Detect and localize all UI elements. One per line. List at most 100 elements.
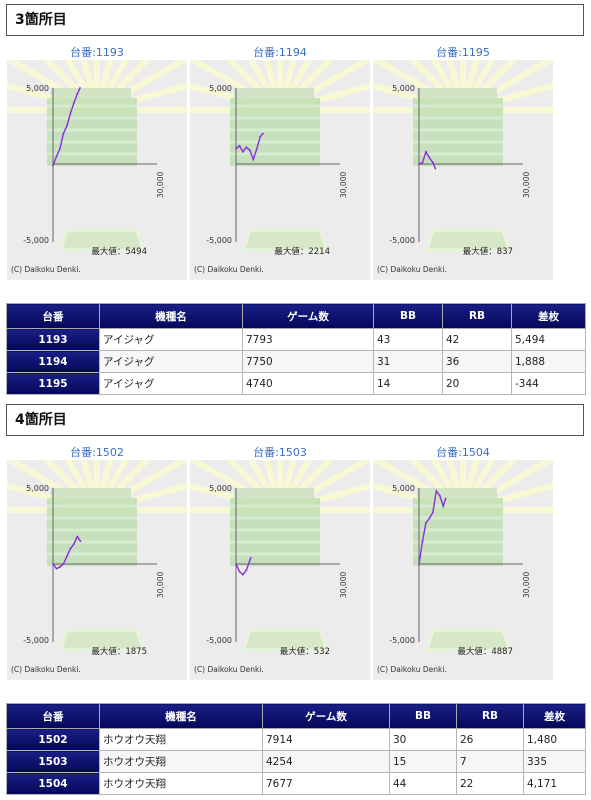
data-point (438, 494, 441, 497)
data-point (72, 543, 75, 546)
col-header-rb: RB (456, 703, 524, 729)
rb-count: 7 (456, 750, 524, 773)
machine-number[interactable]: 1503 (6, 750, 100, 773)
bb-count: 43 (373, 328, 443, 351)
machine-number[interactable]: 1193 (6, 328, 100, 351)
chart-1195: 5,000 -5,000 30,000 最大値：837 (C) Daikoku Denk… (373, 60, 553, 280)
chart-1503: 5,000 -5,000 30,000 最大値：532 (C) Daikoku Denk… (190, 460, 370, 680)
y-tick-label: -5,000 (206, 636, 232, 645)
chart-panel-1194: 台番:1194 5,000 -5,000 30,000 最大値：2214 (C) Dai… (190, 46, 370, 280)
y-tick-label: 5,000 (209, 484, 232, 493)
y-tick-label: 5,000 (26, 484, 49, 493)
y-tick-label: 5,000 (26, 84, 49, 93)
data-point (425, 522, 427, 524)
building-body (413, 498, 503, 566)
game-count: 7793 (242, 328, 374, 351)
building-roof (417, 488, 497, 498)
copyright-text: (C) Daikoku Denki. (377, 265, 447, 274)
data-point (421, 161, 424, 164)
y-tick-label: 5,000 (392, 84, 415, 93)
y-tick-label: -5,000 (389, 636, 415, 645)
col-header-bb: BB (373, 303, 443, 329)
y-tick-label: -5,000 (206, 236, 232, 245)
table-header-row: 台番 機種名 ゲーム数 BB RB 差枚 (6, 703, 586, 729)
ground-base (424, 228, 512, 252)
table-row: 1503 ホウオウ天翔 4254 15 7 335 (6, 750, 586, 773)
data-point (245, 146, 248, 149)
data-point (65, 555, 68, 558)
data-table-section-4: 台番 機種名 ゲーム数 BB RB 差枚 1502 ホウオウ天翔 7914 30… (6, 703, 586, 795)
data-point (418, 563, 420, 565)
copyright-text: (C) Daikoku Denki. (377, 665, 447, 674)
max-value-label: 最大値：532 (280, 646, 330, 657)
model-name: ホウオウ天翔 (99, 772, 263, 795)
col-header-model: 機種名 (99, 303, 243, 329)
data-point (431, 161, 434, 164)
x-tick-label: 30,000 (339, 572, 348, 598)
machine-number[interactable]: 1194 (6, 350, 100, 373)
data-point (428, 157, 431, 159)
building-body (230, 498, 320, 566)
bb-count: 30 (389, 728, 457, 751)
chart-title[interactable]: 台番:1504 (436, 446, 490, 459)
data-point (242, 150, 244, 153)
data-point (259, 135, 262, 138)
y-tick-label: 5,000 (392, 484, 415, 493)
data-point (252, 158, 255, 161)
max-value-label: 最大値：5494 (91, 246, 147, 257)
game-count: 7750 (242, 350, 374, 373)
data-point (72, 102, 75, 105)
chart-title[interactable]: 台番:1193 (70, 46, 124, 59)
section-title: 4箇所目 (6, 404, 584, 436)
table-row: 1193 アイジャグ 7793 43 42 5,494 (6, 328, 586, 351)
model-name: アイジャグ (99, 372, 243, 395)
data-point (249, 557, 252, 559)
ground-base (58, 628, 146, 652)
building-roof (417, 88, 497, 98)
chart-title[interactable]: 台番:1195 (436, 46, 490, 59)
data-point (62, 563, 65, 565)
data-point (255, 147, 258, 150)
y-tick-label: -5,000 (389, 236, 415, 245)
model-name: ホウオウ天翔 (99, 728, 263, 751)
x-tick-label: 30,000 (156, 572, 165, 598)
x-tick-label: 30,000 (156, 172, 165, 198)
machine-number[interactable]: 1502 (6, 728, 100, 751)
model-name: ホウオウ天翔 (99, 750, 263, 773)
chart-panel-1504: 台番:1504 5,000 -5,000 30,000 最大値：4887 (C) Dai… (373, 446, 553, 680)
data-point (238, 144, 241, 147)
col-header-diff: 差枚 (511, 303, 586, 329)
rb-count: 26 (456, 728, 524, 751)
building-body (413, 98, 503, 166)
building-roof (234, 488, 314, 498)
y-tick-label: -5,000 (23, 236, 49, 245)
data-point (261, 132, 264, 135)
chart-panel-1503: 台番:1503 5,000 -5,000 30,000 最大値：532 (C) Daik… (190, 446, 370, 680)
rb-count: 20 (442, 372, 512, 395)
bb-count: 31 (373, 350, 443, 373)
table-row: 1195 アイジャグ 4740 14 20 -344 (6, 372, 586, 395)
machine-number[interactable]: 1195 (6, 372, 100, 395)
data-point (434, 167, 437, 170)
chart-panel-1195: 台番:1195 5,000 -5,000 30,000 最大値：837 (C) Daik… (373, 46, 553, 280)
data-point (235, 563, 237, 565)
data-table-section-3: 台番 機種名 ゲーム数 BB RB 差枚 1193 アイジャグ 7793 43 … (6, 303, 586, 395)
data-point (242, 573, 244, 576)
data-point (76, 93, 79, 95)
y-tick-label: -5,000 (23, 636, 49, 645)
chart-title[interactable]: 台番:1502 (70, 446, 124, 459)
section-title: 3箇所目 (6, 4, 584, 36)
rb-count: 42 (442, 328, 512, 351)
machine-number[interactable]: 1504 (6, 772, 100, 795)
chart-title[interactable]: 台番:1194 (253, 46, 307, 59)
data-point (52, 563, 54, 565)
game-count: 4740 (242, 372, 374, 395)
model-name: アイジャグ (99, 328, 243, 351)
data-point (52, 164, 54, 167)
chart-title[interactable]: 台番:1503 (253, 446, 307, 459)
bb-count: 44 (389, 772, 457, 795)
diff-value: 335 (523, 750, 586, 773)
table-header-row: 台番 機種名 ゲーム数 BB RB 差枚 (6, 303, 586, 329)
copyright-text: (C) Daikoku Denki. (194, 265, 264, 274)
building-roof (51, 488, 131, 498)
